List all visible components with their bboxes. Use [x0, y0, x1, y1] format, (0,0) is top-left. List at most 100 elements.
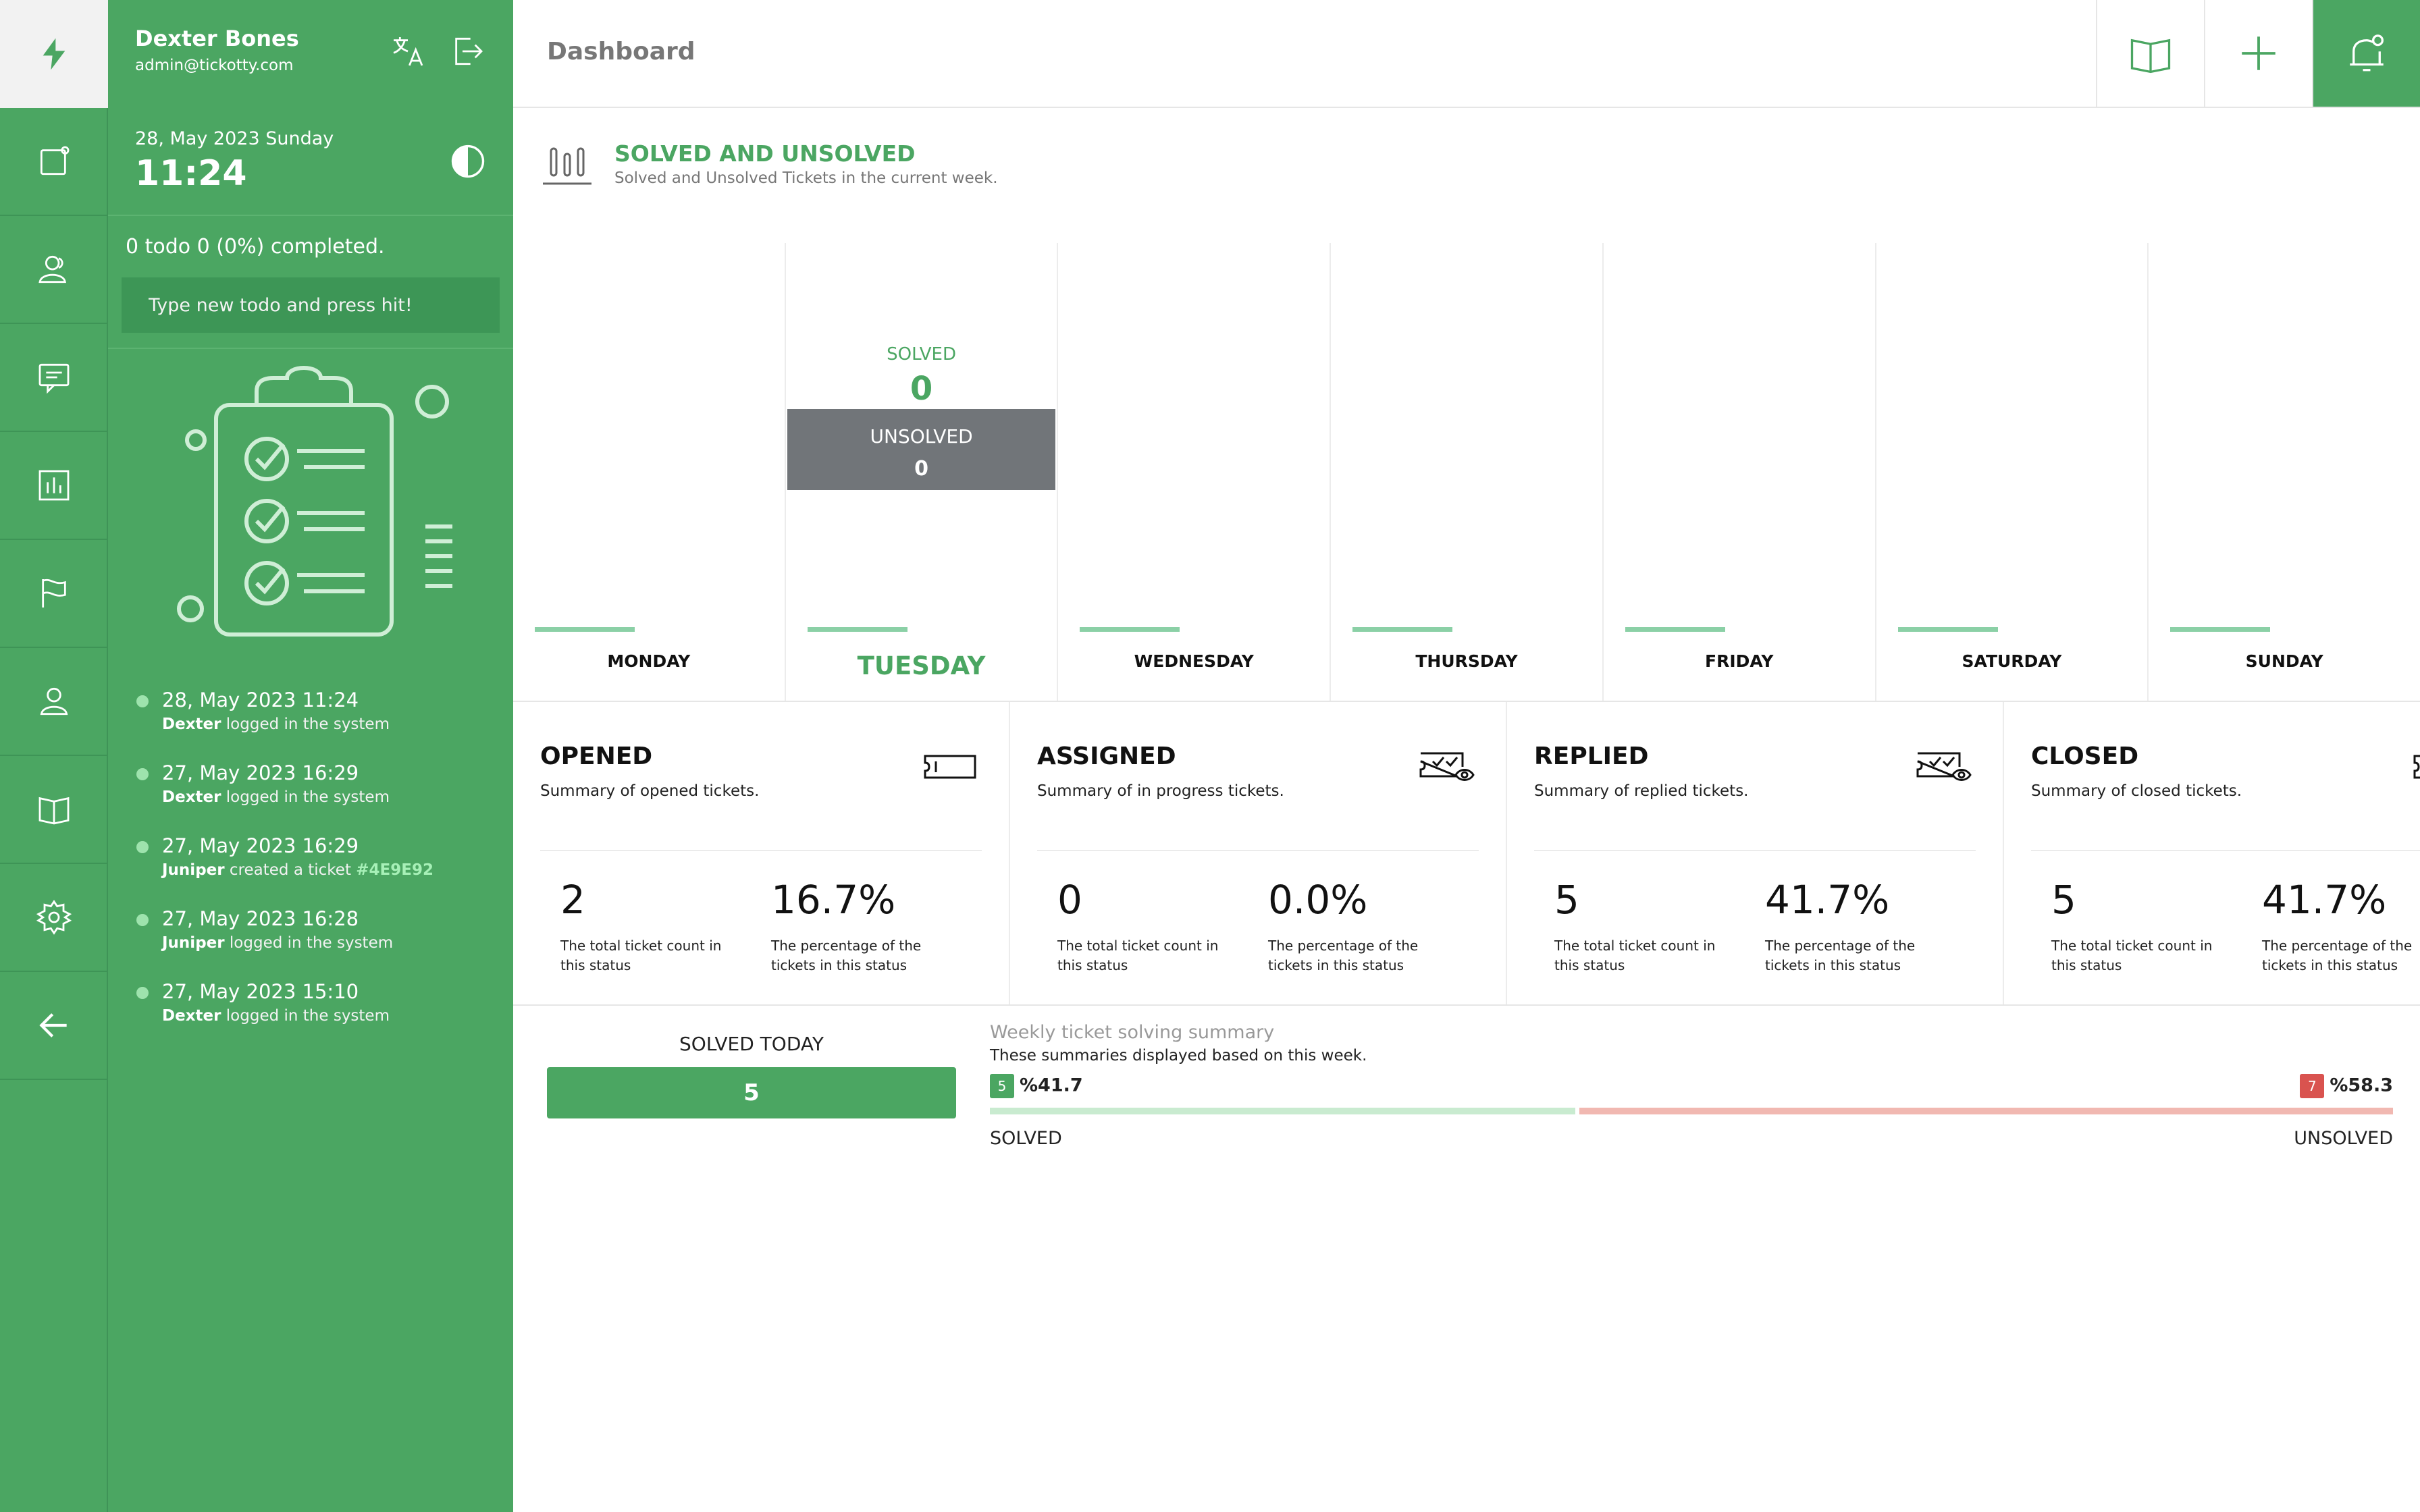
card-count: 2 — [560, 877, 585, 923]
card-percent: 41.7% — [2262, 877, 2387, 923]
solved-today: SOLVED TODAY 5 — [547, 1033, 956, 1118]
day-label: WEDNESDAY — [1134, 651, 1254, 671]
weekly-title: Weekly ticket solving summary — [990, 1022, 1275, 1043]
activity-action: logged in the system — [226, 716, 390, 733]
knowledge-base-button[interactable] — [2096, 0, 2204, 107]
activity-text: Dexter logged in the system — [162, 716, 504, 733]
unsolved-tooltip: UNSOLVED 0 — [787, 409, 1056, 490]
divider — [108, 348, 513, 349]
unsolved-progress-bar — [1579, 1108, 2393, 1114]
day-column-sunday[interactable]: SUNDAY — [2149, 243, 2420, 701]
activity-item: 27, May 2023 16:29 Dexter logged in the s… — [126, 761, 504, 806]
card-title: ASSIGNED — [1037, 742, 1176, 770]
ticket-add-icon — [40, 146, 70, 176]
card-count-description: The total ticket count in this status — [560, 938, 722, 973]
activity-text: Juniper logged in the system — [162, 934, 504, 952]
nav-reports[interactable] — [0, 432, 108, 540]
user-name: Dexter Bones — [135, 26, 299, 51]
nav-messages[interactable] — [0, 324, 108, 432]
user-icon — [40, 687, 68, 716]
top-header: Dashboard — [513, 0, 2420, 108]
users-icon — [38, 255, 66, 284]
status-card-closed: CLOSED Summary of closed tickets. 5 The tot… — [2004, 702, 2420, 1004]
day-label: MONDAY — [607, 651, 691, 671]
card-count: 5 — [1554, 877, 1579, 923]
activity-feed: 28, May 2023 11:24 Dexter logged in the s… — [126, 688, 504, 1053]
day-column-friday[interactable]: FRIDAY — [1604, 243, 1876, 701]
day-column-thursday[interactable]: THURSDAY — [1331, 243, 1604, 701]
activity-dot — [136, 841, 149, 853]
logout-icon[interactable] — [448, 32, 486, 70]
solved-count-badge: 5 — [990, 1074, 1014, 1098]
nav-tickets[interactable] — [0, 108, 108, 216]
card-percent-description: The percentage of the tickets in this st… — [1765, 938, 1916, 973]
user-email: admin@tickotty.com — [135, 57, 294, 74]
card-description: Summary of replied tickets. — [1534, 782, 1749, 800]
status-card-replied: REPLIED Summary of replied tickets. 5 The t… — [1507, 702, 2004, 1004]
tooltip-unsolved-label: UNSOLVED — [870, 425, 973, 448]
nav-back[interactable] — [0, 972, 108, 1080]
solved-progress-bar — [990, 1108, 1575, 1114]
card-divider — [540, 850, 982, 851]
day-label: SUNDAY — [2245, 651, 2323, 671]
activity-action: created a ticket — [229, 861, 351, 879]
activity-actor: Juniper — [162, 934, 225, 952]
unsolved-label: UNSOLVED — [2294, 1128, 2393, 1149]
day-label: FRIDAY — [1705, 651, 1774, 671]
activity-action: logged in the system — [229, 934, 394, 952]
nav-users[interactable] — [0, 216, 108, 324]
activity-text: Dexter logged in the system — [162, 1007, 504, 1025]
ticket-link[interactable]: #4E9E92 — [356, 861, 433, 879]
day-column-wednesday[interactable]: WEDNESDAY — [1058, 243, 1332, 701]
activity-text: Juniper created a ticket #4E9E92 — [162, 861, 504, 879]
solved-percent: %41.7 — [1020, 1075, 1083, 1096]
card-count-description: The total ticket count in this status — [2051, 938, 2213, 973]
unsolved-percent: %58.3 — [2330, 1075, 2393, 1096]
nav-knowledge[interactable] — [0, 756, 108, 864]
ticket-icon — [924, 755, 976, 779]
day-column-monday[interactable]: MONDAY — [513, 243, 786, 701]
nav-flags[interactable] — [0, 540, 108, 648]
day-column-saturday[interactable]: SATURDAY — [1876, 243, 2149, 701]
day-label: TUESDAY — [857, 651, 986, 680]
notifications-button[interactable] — [2312, 0, 2420, 107]
day-bar — [1897, 627, 1998, 632]
chat-icon — [38, 363, 70, 394]
activity-dot — [136, 914, 149, 926]
nav-profile[interactable] — [0, 648, 108, 756]
activity-action: logged in the system — [226, 1007, 390, 1025]
nav-settings[interactable] — [0, 864, 108, 972]
clipboard-illustration — [177, 366, 452, 637]
side-panel: Dexter Bones admin@tickotty.com 28, May … — [108, 0, 513, 1512]
status-card-assigned: ASSIGNED Summary of in progress tickets. 0… — [1010, 702, 1507, 1004]
logo[interactable] — [0, 0, 108, 108]
ticket-check-icon — [2413, 755, 2420, 779]
day-bar — [1625, 627, 1725, 632]
lightning-icon — [43, 38, 65, 70]
day-label: THURSDAY — [1415, 651, 1518, 671]
card-title: CLOSED — [2031, 742, 2139, 770]
activity-item: 27, May 2023 16:28 Juniper logged in the … — [126, 907, 504, 952]
contrast-icon[interactable] — [450, 143, 486, 180]
day-bar — [1352, 627, 1453, 632]
todo-summary: 0 todo 0 (0%) completed. — [126, 235, 385, 259]
day-column-tuesday[interactable]: SOLVED 0 UNSOLVED 0 TUESDAY — [786, 243, 1059, 701]
weekly-subtitle: These summaries displayed based on this … — [990, 1047, 1367, 1064]
user-block: Dexter Bones admin@tickotty.com — [108, 0, 513, 108]
card-count: 5 — [2051, 877, 2076, 923]
todo-input[interactable] — [122, 277, 500, 333]
card-title: OPENED — [540, 742, 653, 770]
translate-icon[interactable] — [389, 32, 427, 70]
day-bar — [807, 627, 908, 632]
bar-chart-icon — [543, 147, 591, 185]
chart-icon — [38, 470, 70, 501]
activity-item: 27, May 2023 15:10 Dexter logged in the s… — [126, 980, 504, 1025]
add-button[interactable] — [2204, 0, 2312, 107]
solved-label: SOLVED — [990, 1128, 1062, 1149]
activity-actor: Juniper — [162, 861, 225, 879]
activity-time: 27, May 2023 16:29 — [162, 761, 359, 784]
unsolved-count-badge: 7 — [2300, 1074, 2325, 1098]
gear-icon — [36, 900, 72, 935]
card-description: Summary of opened tickets. — [540, 782, 760, 800]
card-percent-description: The percentage of the tickets in this st… — [1268, 938, 1419, 973]
